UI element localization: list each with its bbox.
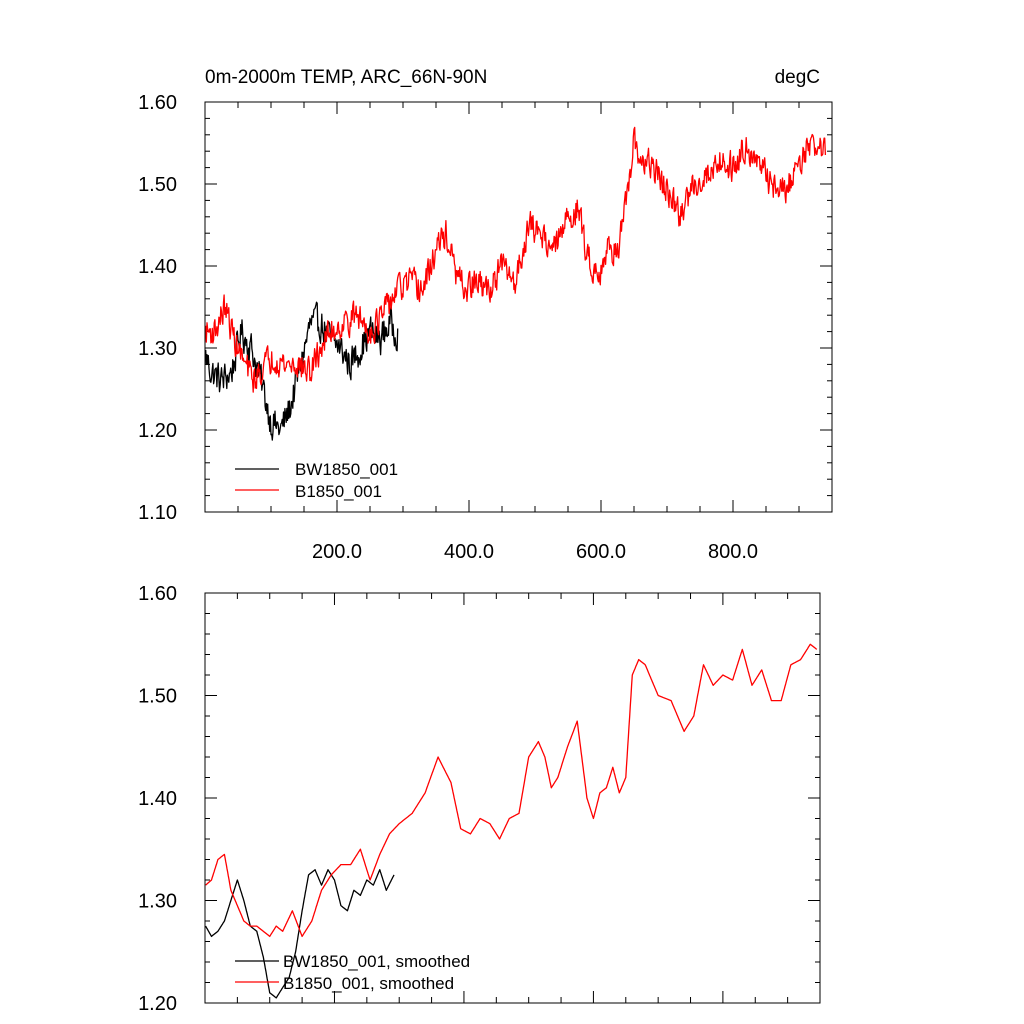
y-tick-label: 1.20 [138,420,177,442]
y-tick-label: 1.60 [138,583,177,605]
x-tick-label: 400.0 [444,541,494,563]
legend-label-b: B1850_001 [295,482,382,501]
x-tick-label: 600.0 [576,541,626,563]
series-line-bw1850-001-smoothed [205,869,395,999]
y-tick-label: 1.40 [138,788,177,810]
y-tick-label: 1.40 [138,256,177,278]
bottom-panel: 1.20 1.30 1.40 1.50 1.60 BW1850_001, smoothe… [138,583,821,1015]
top-x-tick-labels: 200.0 400.0 600.0 800.0 [312,541,758,563]
y-tick-label: 1.50 [138,174,177,196]
bottom-legend: BW1850_001, smoothed B1850_001, smoothed [235,952,470,993]
top-legend: BW1850_001 B1850_001 [235,460,398,501]
x-tick-label: 800.0 [708,541,758,563]
y-tick-label: 1.10 [138,502,177,524]
bottom-ticks [205,592,820,1004]
series-line-b1850-001-smoothed [205,643,818,938]
y-tick-label: 1.30 [138,338,177,360]
y-tick-label: 1.30 [138,891,177,913]
top-series-lines [205,126,827,441]
bottom-series-lines [205,643,818,999]
legend-label-bw-smoothed: BW1850_001, smoothed [283,952,470,971]
series-line-b1850-001 [205,126,827,393]
y-tick-label: 1.60 [138,92,177,114]
legend-label-bw: BW1850_001 [295,460,398,479]
bottom-plot-frame [204,592,821,1004]
top-chart-units: degC [775,67,820,88]
top-chart-title: 0m-2000m TEMP, ARC_66N-90N [205,67,487,88]
top-plot-frame [204,101,833,513]
top-y-tick-labels: 1.10 1.20 1.30 1.40 1.50 1.60 [138,92,177,524]
y-tick-label: 1.50 [138,686,177,708]
bottom-y-tick-labels: 1.20 1.30 1.40 1.50 1.60 [138,583,177,1015]
y-tick-label: 1.20 [138,993,177,1015]
legend-label-b-smoothed: B1850_001, smoothed [283,974,454,993]
top-panel: 0m-2000m TEMP, ARC_66N-90N degC 1.10 1.20… [138,67,833,563]
x-tick-label: 200.0 [312,541,362,563]
